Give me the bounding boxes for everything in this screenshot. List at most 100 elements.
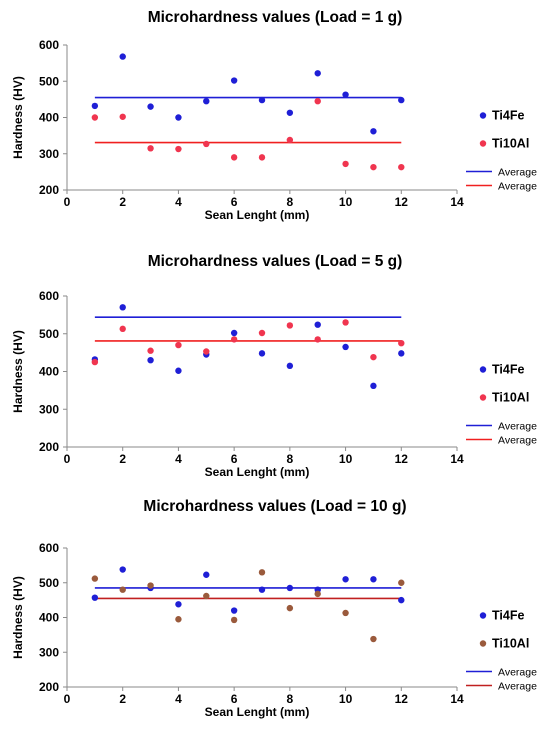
chart-panel-3: Microhardness values (Load = 10 g) 0 2 4 6 8 1… [11, 498, 537, 719]
x-tick-label: 0 [64, 195, 71, 209]
x-tick-label: 10 [339, 452, 353, 466]
y-tick-label: 400 [39, 111, 59, 125]
data-point-ti4fe [230, 77, 238, 84]
legend-label-ti10al: Ti10Al [492, 391, 529, 405]
legend-marker-ti10al [479, 640, 487, 647]
data-point-ti10al [147, 347, 154, 354]
data-point-ti10al [370, 353, 377, 361]
data-point-ti10al [286, 136, 294, 144]
legend-marker-ti10al [479, 394, 487, 401]
y-tick-label: 600 [39, 289, 59, 303]
x-axis-label: Sean Lenght (mm) [205, 208, 310, 222]
legend-marker-ti10al [479, 140, 487, 147]
data-point-ti10al [91, 114, 99, 121]
x-tick-label: 6 [231, 195, 238, 209]
data-point-ti10al [258, 329, 266, 337]
x-tick-label: 8 [287, 692, 294, 706]
data-point-ti4fe [119, 566, 126, 573]
x-tick-label: 4 [175, 452, 182, 466]
data-point-ti10al [91, 358, 99, 366]
y-tick-label: 200 [39, 440, 59, 454]
y-tick-label: 600 [39, 38, 59, 52]
data-point-ti4fe [119, 53, 126, 60]
data-point-ti10al [398, 339, 405, 347]
data-point-ti10al [147, 145, 154, 152]
data-point-ti4fe [230, 607, 238, 614]
legend-marker-ti4fe [479, 366, 487, 373]
data-point-ti10al [203, 348, 210, 355]
data-point-ti10al [398, 163, 405, 171]
data-point-ti10al [258, 569, 266, 576]
chart-panel-2: Microhardness values (Load = 5 g) 0 2 4 6 8 10… [11, 253, 537, 479]
x-tick-label: 0 [64, 692, 71, 706]
y-tick-label: 500 [39, 327, 59, 341]
chart-title: Microhardness values (Load = 1 g) [148, 9, 403, 26]
data-point-ti10al [398, 579, 405, 586]
legend-label-ti10al: Ti10Al [492, 137, 529, 151]
y-axis-label: Hardness (HV) [11, 576, 25, 659]
data-point-ti4fe [147, 103, 154, 110]
data-point-ti4fe [175, 601, 182, 608]
data-point-ti10al [258, 154, 266, 161]
y-tick-label: 400 [39, 611, 59, 625]
y-axis-label: Hardness (HV) [11, 330, 25, 413]
data-point-ti10al [175, 341, 182, 349]
y-tick-label: 500 [39, 74, 59, 88]
data-point-ti4fe [91, 594, 99, 601]
data-point-ti10al [119, 586, 126, 593]
data-point-ti10al [175, 616, 182, 623]
data-point-ti4fe [314, 70, 321, 77]
data-point-ti4fe [370, 576, 377, 583]
data-point-ti10al [314, 590, 321, 598]
data-point-ti10al [342, 609, 349, 617]
data-point-ti4fe [398, 596, 405, 604]
legend-label-ti4fe: Ti4Fe [492, 363, 524, 377]
legend-label-average-1: Average [498, 167, 537, 179]
data-point-ti4fe [370, 382, 377, 390]
legend-label-average-1: Average [498, 667, 537, 679]
data-point-ti10al [342, 319, 349, 326]
data-point-ti10al [147, 582, 154, 589]
data-point-ti10al [314, 97, 321, 105]
data-point-ti10al [230, 616, 238, 624]
legend-label-average-2: Average [498, 681, 537, 693]
data-point-ti10al [370, 635, 377, 643]
legend-label-ti4fe: Ti4Fe [492, 109, 524, 123]
x-tick-label: 14 [450, 195, 464, 209]
data-point-ti10al [230, 336, 238, 343]
x-tick-label: 0 [64, 452, 71, 466]
chart-title: Microhardness values (Load = 10 g) [143, 498, 406, 515]
data-point-ti4fe [258, 586, 266, 593]
y-tick-label: 500 [39, 576, 59, 590]
data-point-ti4fe [286, 362, 294, 370]
legend-label-ti4fe: Ti4Fe [492, 609, 524, 623]
data-point-ti4fe [342, 576, 349, 583]
x-tick-label: 14 [450, 692, 464, 706]
y-tick-label: 200 [39, 183, 59, 197]
x-tick-label: 6 [231, 452, 238, 466]
data-point-ti10al [314, 336, 321, 343]
data-point-ti4fe [119, 304, 126, 311]
data-point-ti4fe [147, 356, 154, 364]
data-point-ti10al [91, 575, 99, 582]
x-tick-label: 2 [119, 195, 126, 209]
data-point-ti10al [175, 145, 182, 153]
y-tick-label: 300 [39, 645, 59, 659]
data-point-ti4fe [258, 350, 266, 357]
x-tick-label: 4 [175, 195, 182, 209]
x-tick-label: 12 [395, 452, 409, 466]
x-tick-label: 12 [395, 692, 409, 706]
data-point-ti10al [286, 604, 294, 612]
data-point-ti10al [203, 592, 210, 600]
chart-panel-1: Microhardness values (Load = 1 g) 0 2 4 6 8 10… [11, 9, 537, 222]
y-axis-label: Hardness (HV) [11, 76, 25, 159]
x-tick-label: 12 [395, 195, 409, 209]
legend-label-ti10al: Ti10Al [492, 637, 529, 651]
data-point-ti4fe [370, 128, 377, 135]
legend-label-average-2: Average [498, 435, 537, 447]
x-tick-label: 14 [450, 452, 464, 466]
data-point-ti4fe [398, 96, 405, 104]
chart-title: Microhardness values (Load = 5 g) [148, 253, 403, 270]
data-point-ti4fe [314, 321, 321, 328]
